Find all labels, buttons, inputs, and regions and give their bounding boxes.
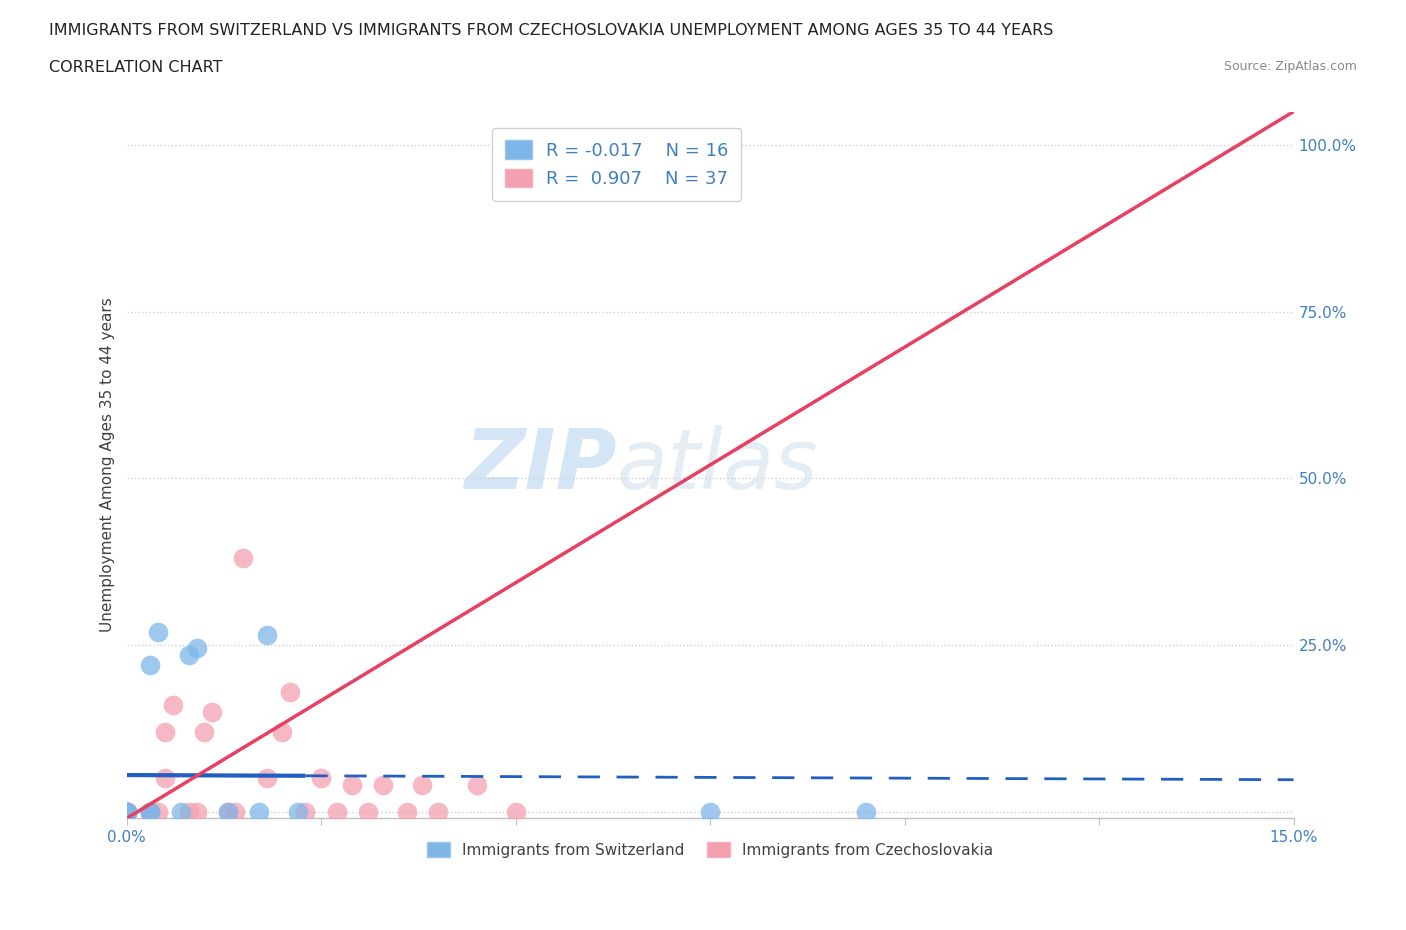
Point bbox=[115, 804, 138, 819]
Point bbox=[115, 804, 138, 819]
Point bbox=[357, 804, 380, 819]
Text: ZIP: ZIP bbox=[464, 424, 617, 506]
Point bbox=[139, 804, 162, 819]
Text: IMMIGRANTS FROM SWITZERLAND VS IMMIGRANTS FROM CZECHOSLOVAKIA UNEMPLOYMENT AMONG: IMMIGRANTS FROM SWITZERLAND VS IMMIGRANT… bbox=[49, 23, 1053, 38]
Point bbox=[155, 724, 177, 739]
Point bbox=[115, 804, 138, 819]
Point bbox=[224, 804, 246, 819]
Point bbox=[115, 804, 138, 819]
Point bbox=[309, 771, 332, 786]
Point bbox=[146, 804, 169, 819]
Point bbox=[325, 804, 347, 819]
Point bbox=[278, 684, 301, 699]
Point bbox=[543, 138, 565, 153]
Point bbox=[465, 777, 488, 792]
Point bbox=[426, 804, 449, 819]
Point bbox=[115, 804, 138, 819]
Point bbox=[170, 804, 193, 819]
Point bbox=[186, 804, 208, 819]
Point bbox=[294, 804, 316, 819]
Point bbox=[115, 804, 138, 819]
Point bbox=[232, 551, 254, 565]
Point bbox=[162, 698, 184, 712]
Point bbox=[115, 804, 138, 819]
Point bbox=[139, 804, 162, 819]
Point bbox=[115, 804, 138, 819]
Point bbox=[217, 804, 239, 819]
Point bbox=[373, 777, 395, 792]
Point bbox=[271, 724, 294, 739]
Point bbox=[115, 804, 138, 819]
Point bbox=[177, 647, 200, 662]
Point bbox=[146, 624, 169, 639]
Text: CORRELATION CHART: CORRELATION CHART bbox=[49, 60, 222, 75]
Point bbox=[287, 804, 309, 819]
Point bbox=[699, 804, 721, 819]
Point bbox=[217, 804, 239, 819]
Point bbox=[115, 804, 138, 819]
Point bbox=[340, 777, 363, 792]
Point bbox=[201, 704, 224, 719]
Point bbox=[256, 771, 278, 786]
Point bbox=[139, 804, 162, 819]
Text: Source: ZipAtlas.com: Source: ZipAtlas.com bbox=[1223, 60, 1357, 73]
Point bbox=[193, 724, 215, 739]
Point bbox=[256, 628, 278, 643]
Text: atlas: atlas bbox=[617, 424, 818, 506]
Legend: Immigrants from Switzerland, Immigrants from Czechoslovakia: Immigrants from Switzerland, Immigrants … bbox=[420, 835, 1000, 864]
Point bbox=[247, 804, 270, 819]
Point bbox=[186, 641, 208, 656]
Point bbox=[115, 804, 138, 819]
Point bbox=[855, 804, 877, 819]
Point bbox=[505, 804, 527, 819]
Point bbox=[139, 658, 162, 672]
Point bbox=[115, 804, 138, 819]
Point bbox=[411, 777, 433, 792]
Y-axis label: Unemployment Among Ages 35 to 44 years: Unemployment Among Ages 35 to 44 years bbox=[100, 298, 115, 632]
Point bbox=[177, 804, 200, 819]
Point bbox=[139, 804, 162, 819]
Point bbox=[155, 771, 177, 786]
Point bbox=[395, 804, 418, 819]
